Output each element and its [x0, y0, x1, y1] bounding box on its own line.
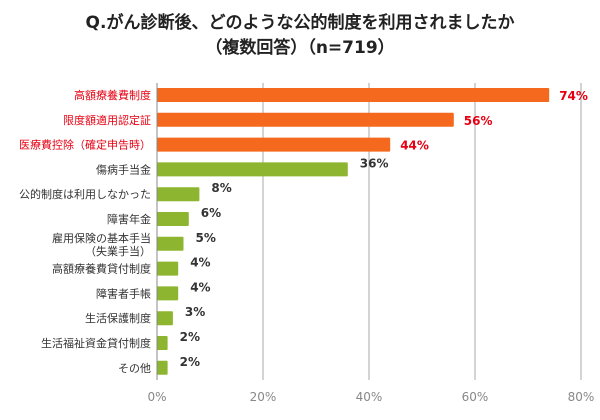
category-label: 医療費控除（確定申告時）: [19, 138, 151, 152]
value-label: 8%: [211, 181, 231, 195]
category-label: 生活福祉資金貸付制度: [41, 336, 151, 350]
category-label: 障害者手帳: [96, 286, 151, 300]
bar: [157, 360, 168, 375]
bar: [157, 286, 179, 301]
value-label: 2%: [180, 330, 200, 344]
value-label: 74%: [559, 89, 588, 103]
bar: [157, 212, 189, 226]
value-label: 44%: [400, 139, 429, 153]
x-tick-label: 40%: [356, 390, 383, 404]
chart-title: Q.がん診断後、どのような公的制度を利用されましたか: [85, 13, 515, 33]
category-label: 高額療養費貸付制度: [52, 262, 151, 276]
category-label: 障害年金: [107, 212, 151, 226]
category-label: その他: [118, 362, 151, 375]
category-label: 限度額適用認定証: [63, 113, 151, 127]
value-label: 3%: [185, 305, 205, 319]
bar: [157, 162, 348, 177]
value-label: 4%: [190, 256, 210, 270]
category-label: 公的制度は利用しなかった: [19, 187, 151, 201]
x-tick-label: 20%: [250, 390, 277, 404]
x-tick-label: 80%: [568, 390, 595, 404]
category-label: 雇用保険の基本手当（失業手当）: [52, 231, 151, 258]
category-label: 生活保護制度: [85, 311, 151, 325]
value-label: 4%: [190, 280, 210, 294]
bar: [157, 236, 184, 251]
category-label: 傷病手当金: [96, 162, 151, 176]
bar: [157, 311, 173, 326]
bar: [157, 112, 454, 127]
x-tick-label: 60%: [462, 390, 489, 404]
bar: [157, 187, 200, 202]
bar: [157, 261, 179, 276]
value-label: 36%: [360, 156, 389, 170]
x-tick-label: 0%: [147, 390, 166, 404]
chart-subtitle: （複数回答）（n=719）: [205, 38, 395, 58]
category-label: 高額療養費制度: [74, 88, 151, 102]
bar: [157, 336, 168, 350]
bar: [157, 137, 391, 152]
value-label: 56%: [464, 114, 493, 128]
bar: [157, 88, 550, 102]
value-label: 2%: [180, 355, 200, 369]
value-label: 5%: [196, 231, 216, 245]
value-label: 6%: [201, 206, 221, 220]
